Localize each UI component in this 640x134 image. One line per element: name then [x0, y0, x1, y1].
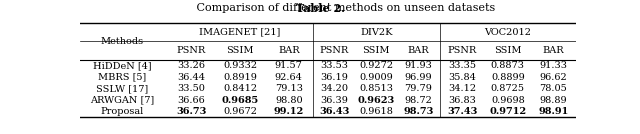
- Text: SSLW [17]: SSLW [17]: [96, 84, 148, 93]
- Text: 0.8899: 0.8899: [491, 73, 525, 82]
- Text: 98.91: 98.91: [538, 107, 568, 116]
- Text: PSNR: PSNR: [448, 46, 477, 55]
- Text: 0.9618: 0.9618: [360, 107, 394, 116]
- Text: 98.72: 98.72: [404, 96, 433, 105]
- Text: 0.9712: 0.9712: [489, 107, 526, 116]
- Text: 91.57: 91.57: [275, 61, 303, 70]
- Text: 79.79: 79.79: [404, 84, 433, 93]
- Text: 33.53: 33.53: [320, 61, 348, 70]
- Text: 36.39: 36.39: [320, 96, 348, 105]
- Text: 36.43: 36.43: [319, 107, 349, 116]
- Text: 37.43: 37.43: [447, 107, 477, 116]
- Text: BAR: BAR: [543, 46, 564, 55]
- Text: 91.33: 91.33: [540, 61, 567, 70]
- Text: Table 2.: Table 2.: [296, 3, 344, 14]
- Text: 36.83: 36.83: [449, 96, 476, 105]
- Text: 98.89: 98.89: [540, 96, 567, 105]
- Text: 0.8725: 0.8725: [491, 84, 525, 93]
- Text: Comparison of different methods on unseen datasets: Comparison of different methods on unsee…: [145, 3, 495, 13]
- Text: Proposal: Proposal: [100, 107, 144, 116]
- Text: 36.73: 36.73: [176, 107, 206, 116]
- Text: 36.44: 36.44: [177, 73, 205, 82]
- Text: 99.12: 99.12: [274, 107, 304, 116]
- Text: SSIM: SSIM: [226, 46, 253, 55]
- Text: 0.8513: 0.8513: [360, 84, 394, 93]
- Text: 34.12: 34.12: [448, 84, 476, 93]
- Text: 33.35: 33.35: [449, 61, 476, 70]
- Text: 0.9698: 0.9698: [491, 96, 525, 105]
- Text: 0.9332: 0.9332: [223, 61, 257, 70]
- Text: 0.8873: 0.8873: [491, 61, 525, 70]
- Text: MBRS [5]: MBRS [5]: [98, 73, 147, 82]
- Text: BAR: BAR: [408, 46, 429, 55]
- Text: 0.9623: 0.9623: [358, 96, 395, 105]
- Text: VOC2012: VOC2012: [484, 28, 531, 37]
- Text: 79.13: 79.13: [275, 84, 303, 93]
- Text: DIV2K: DIV2K: [360, 28, 392, 37]
- Text: 33.50: 33.50: [177, 84, 205, 93]
- Text: 96.62: 96.62: [540, 73, 567, 82]
- Text: 0.8412: 0.8412: [223, 84, 257, 93]
- Text: 0.9272: 0.9272: [359, 61, 394, 70]
- Text: SSIM: SSIM: [494, 46, 522, 55]
- Text: BAR: BAR: [278, 46, 300, 55]
- Text: 0.9009: 0.9009: [360, 73, 393, 82]
- Text: 98.80: 98.80: [275, 96, 303, 105]
- Text: Methods: Methods: [100, 37, 144, 46]
- Text: PSNR: PSNR: [177, 46, 206, 55]
- Text: 34.20: 34.20: [320, 84, 348, 93]
- Text: 36.19: 36.19: [320, 73, 348, 82]
- Text: 35.84: 35.84: [449, 73, 476, 82]
- Text: 91.93: 91.93: [404, 61, 433, 70]
- Text: 0.9685: 0.9685: [221, 96, 259, 105]
- Text: SSIM: SSIM: [363, 46, 390, 55]
- Text: 33.26: 33.26: [177, 61, 205, 70]
- Text: IMAGENET [21]: IMAGENET [21]: [199, 28, 281, 37]
- Text: PSNR: PSNR: [319, 46, 349, 55]
- Text: HiDDeN [4]: HiDDeN [4]: [93, 61, 152, 70]
- Text: 96.99: 96.99: [404, 73, 433, 82]
- Text: 0.9672: 0.9672: [223, 107, 257, 116]
- Text: 0.8919: 0.8919: [223, 73, 257, 82]
- Text: 78.05: 78.05: [540, 84, 567, 93]
- Text: 92.64: 92.64: [275, 73, 303, 82]
- Text: ARWGAN [7]: ARWGAN [7]: [90, 96, 154, 105]
- Text: 98.73: 98.73: [403, 107, 434, 116]
- Text: 36.66: 36.66: [177, 96, 205, 105]
